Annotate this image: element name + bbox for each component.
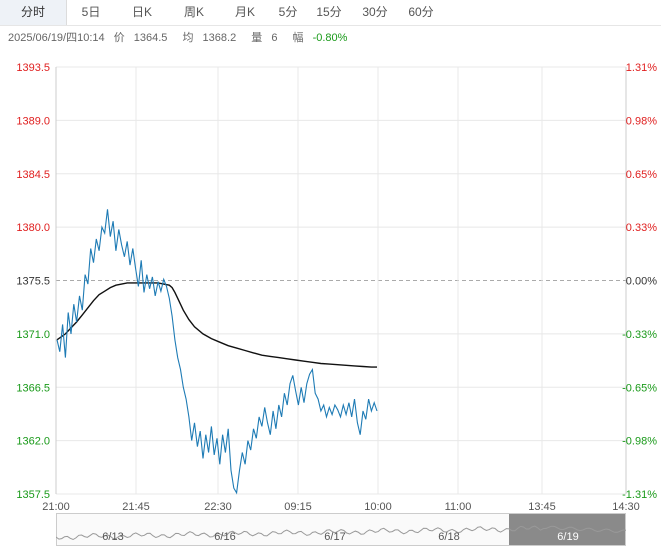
average-price-line — [56, 282, 377, 368]
price-tick-label: 1366.5 — [16, 382, 50, 394]
percent-tick-label: 0.65% — [626, 169, 657, 181]
change-label: 幅 — [292, 32, 304, 44]
time-tick-label: 11:00 — [445, 501, 472, 513]
left-price-axis: 1393.5 1389.0 1384.5 1380.0 1375.5 1371.0 1366… — [16, 62, 50, 501]
tab-5-min[interactable]: 5分 — [278, 5, 298, 19]
time-tick-label: 21:45 — [122, 501, 150, 513]
percent-tick-label: 0.98% — [626, 115, 657, 127]
tab-30-min[interactable]: 30分 — [362, 5, 388, 19]
percent-tick-label: 0.00% — [626, 276, 657, 288]
navigator-dates: 6/13 6/16 6/17 6/18 6/19 — [102, 531, 578, 543]
price-tick-label: 1371.0 — [16, 329, 50, 341]
time-axis: 21:00 21:45 22:30 09:15 10:00 11:00 13:45 14:30 — [42, 501, 640, 513]
price-tick-label: 1393.5 — [16, 62, 50, 74]
chart-grid — [55, 66, 627, 495]
percent-tick-label: 0.33% — [626, 222, 657, 234]
navigator-date-label: 6/19 — [557, 531, 578, 543]
price-tick-label: 1375.5 — [16, 276, 50, 288]
tab-daily-k[interactable]: 日K — [131, 5, 152, 19]
tab-15-min[interactable]: 15分 — [316, 5, 342, 19]
time-tick-label: 21:00 — [42, 501, 70, 513]
price-value: 1364.5 — [133, 32, 168, 44]
tab-60-min[interactable]: 60分 — [408, 5, 434, 19]
time-tick-label: 14:30 — [612, 501, 640, 513]
navigator-date-label: 6/17 — [324, 531, 345, 543]
price-tick-label: 1362.0 — [16, 436, 50, 448]
right-percent-axis: 1.31% 0.98% 0.65% 0.33% 0.00% -0.33% -0.65% -0.… — [622, 62, 657, 501]
time-tick-label: 22:30 — [204, 501, 232, 513]
price-tick-label: 1380.0 — [16, 222, 50, 234]
intraday-chart[interactable]: 1393.5 1389.0 1384.5 1380.0 1375.5 1371.0 1366… — [0, 50, 661, 514]
quote-datetime: 2025/06/19/四10:14 — [8, 32, 105, 44]
change-value: -0.80% — [312, 32, 348, 44]
period-tabs: 分时 5日 日K 周K 月K 5分 15分 30分 60分 — [0, 0, 661, 26]
time-tick-label: 13:45 — [528, 501, 556, 513]
time-tick-label: 10:00 — [364, 501, 392, 513]
percent-tick-label: -1.31% — [622, 489, 657, 501]
price-tick-label: 1389.0 — [16, 115, 50, 127]
percent-tick-label: -0.98% — [622, 436, 657, 448]
quote-info-bar: 2025/06/19/四10:14 价 1364.5 均 1368.2 量 6 … — [8, 29, 359, 47]
navigator-date-label: 6/13 — [102, 531, 123, 543]
percent-tick-label: -0.65% — [622, 382, 657, 394]
navigator-price-trace — [56, 525, 626, 541]
percent-tick-label: 1.31% — [626, 62, 657, 74]
avg-value: 1368.2 — [202, 32, 237, 44]
navigator-date-label: 6/16 — [214, 531, 235, 543]
tab-monthly-k[interactable]: 月K — [234, 5, 255, 19]
volume-label: 量 — [251, 32, 263, 44]
tab-intraday[interactable]: 分时 — [0, 0, 67, 25]
tab-weekly-k[interactable]: 周K — [183, 5, 204, 19]
navigator-date-label: 6/18 — [438, 531, 459, 543]
price-tick-label: 1357.5 — [16, 489, 50, 501]
tab-5-day[interactable]: 5日 — [81, 5, 101, 19]
price-line — [56, 209, 378, 495]
price-tick-label: 1384.5 — [16, 169, 50, 181]
volume-value: 6 — [271, 32, 278, 44]
avg-label: 均 — [182, 32, 194, 44]
time-tick-label: 09:15 — [284, 501, 312, 513]
percent-tick-label: -0.33% — [622, 329, 657, 341]
price-label: 价 — [113, 32, 125, 44]
date-navigator[interactable]: 6/13 6/16 6/17 6/18 6/19 — [56, 513, 626, 546]
